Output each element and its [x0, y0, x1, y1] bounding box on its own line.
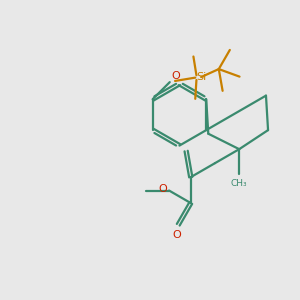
Text: Si: Si — [196, 72, 207, 82]
Text: CH₃: CH₃ — [231, 179, 247, 188]
Text: O: O — [171, 71, 180, 81]
Text: O: O — [173, 230, 182, 240]
Text: O: O — [159, 184, 168, 194]
